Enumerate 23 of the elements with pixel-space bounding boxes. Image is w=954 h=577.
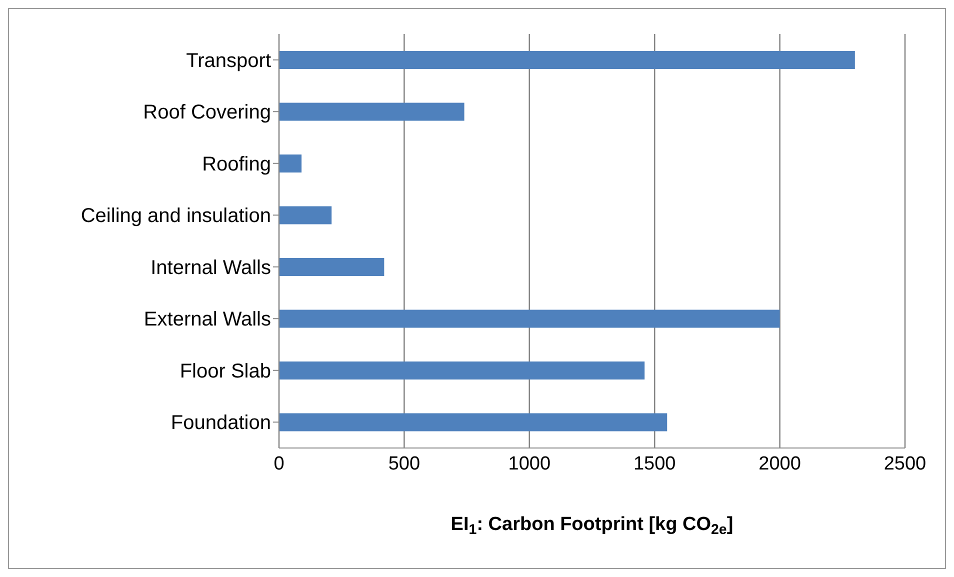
bar bbox=[279, 51, 855, 69]
bar bbox=[279, 102, 464, 121]
y-tick-label: Foundation bbox=[170, 412, 271, 434]
x-axis-title: EI$_{1}$: Carbon Footprint [kg CO$_{2e}$] bbox=[450, 514, 734, 538]
y-tick-label: Transport bbox=[186, 50, 272, 72]
bar bbox=[279, 413, 668, 432]
y-tick-label: Ceiling and insulation bbox=[80, 205, 271, 228]
x-tick-label: 2000 bbox=[758, 453, 801, 474]
x-tick-label: 2500 bbox=[884, 453, 926, 474]
x-tick-label: 0 bbox=[274, 453, 284, 474]
y-tick-label: Floor Slab bbox=[180, 360, 271, 382]
bar bbox=[279, 258, 384, 276]
bar bbox=[279, 362, 645, 380]
x-tick-label: 1000 bbox=[508, 453, 551, 474]
y-tick-label: Roof Covering bbox=[143, 102, 271, 124]
x-tick-label: 1500 bbox=[633, 453, 676, 474]
x-tick-label: 500 bbox=[388, 453, 420, 474]
bar bbox=[279, 310, 780, 328]
bar bbox=[279, 154, 302, 172]
y-tick-label: Roofing bbox=[202, 153, 271, 176]
y-tick-label: External Walls bbox=[144, 308, 271, 331]
y-tick-label: Internal Walls bbox=[150, 256, 271, 279]
bar bbox=[279, 206, 332, 224]
